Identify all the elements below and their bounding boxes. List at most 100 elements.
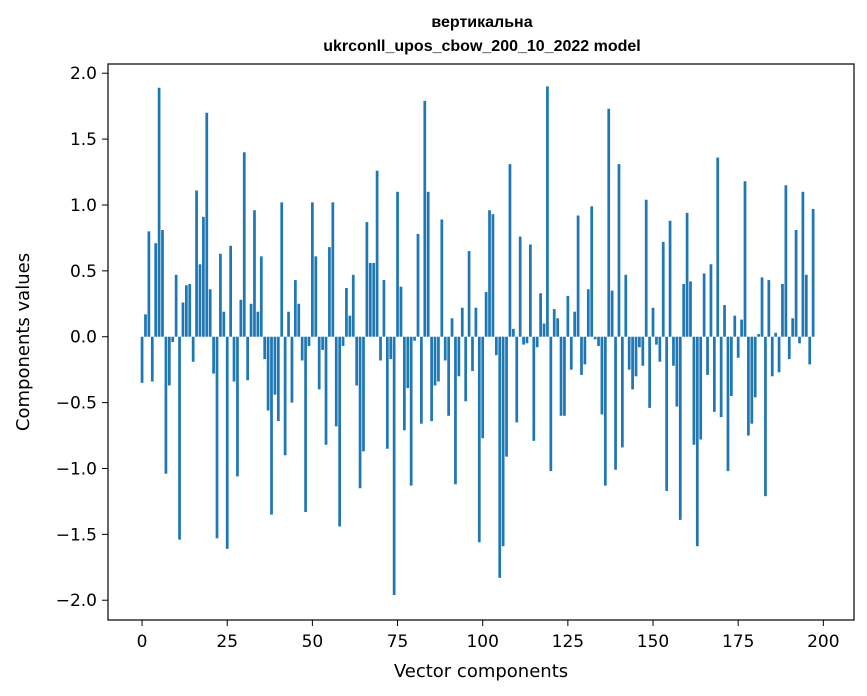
bar [430,336,433,422]
bar [331,202,335,337]
bar [443,336,447,361]
bar [140,336,144,383]
bar [730,336,733,397]
bar [259,256,263,337]
bar [621,336,624,448]
bar [208,289,212,337]
bar [648,336,651,408]
bar [287,311,290,337]
bar [392,336,396,595]
bar [569,336,573,370]
bar [723,305,726,337]
bar [150,336,154,382]
bar [365,222,369,337]
bar [767,280,771,337]
bar [706,336,709,375]
bar [167,336,171,386]
bar [546,86,549,337]
bar [215,336,219,539]
bar [614,336,617,470]
bar [750,336,754,424]
bar [420,336,423,424]
y-tick-label: 1.0 [70,196,97,216]
bar [712,336,716,412]
bar [205,112,209,337]
bar [402,336,406,431]
bar [760,277,764,337]
bar [709,264,713,337]
bar [293,280,297,337]
bar [334,336,338,427]
bar [488,210,491,337]
bar [634,336,638,377]
bar [348,315,352,337]
bar [355,336,359,386]
bar [273,336,277,395]
bar [583,336,587,365]
bar [678,336,682,520]
x-tick-label: 175 [722,632,754,652]
bar [222,311,226,337]
bar [563,336,566,416]
bar [181,302,185,337]
bar [307,336,311,346]
bar [263,336,267,360]
x-axis-label: Vector components [394,661,568,682]
y-tick-label: −1.5 [56,525,97,545]
bar [219,253,222,337]
bar [406,336,410,389]
bar [375,170,379,337]
bar [586,289,590,337]
bar [368,262,372,337]
x-axis-ticks: 0 25 50 75 100 125 150 175 200 [137,620,840,652]
y-axis-label: Components values [13,253,34,431]
bar [324,336,328,445]
bar [580,336,583,375]
bar [522,336,525,345]
bar [787,336,791,360]
bar [426,191,430,337]
bar [174,274,178,337]
bar [372,262,376,337]
bar [161,230,164,337]
bar [624,274,628,337]
bar [471,336,474,371]
bar [481,336,485,439]
bar [699,336,703,440]
bar [382,280,386,337]
bar [525,336,529,344]
bar [672,336,675,366]
bars-group [140,86,815,595]
bar [692,336,696,445]
bar [607,108,611,337]
x-tick-label: 125 [552,632,584,652]
bar [804,274,808,337]
bar [532,336,536,441]
bar [229,245,232,337]
bar [270,336,273,515]
bar [719,336,723,418]
bar [253,210,256,337]
bar [811,208,815,337]
bar [328,247,331,337]
bar [535,336,539,348]
bar [603,336,607,486]
bar [341,336,345,346]
bar [276,336,280,422]
bar [409,336,413,486]
bar [638,336,641,348]
plot-frame [107,63,855,621]
bar [542,323,546,337]
bar [338,336,341,527]
x-tick-label: 150 [637,632,669,652]
bar [791,318,795,337]
bar [552,309,556,337]
bar [239,299,243,337]
bar [300,336,304,361]
bar [460,307,464,337]
x-tick-label: 200 [807,632,839,652]
bar [801,191,805,337]
bar [770,336,774,377]
bar [610,290,614,337]
bar [379,336,382,361]
